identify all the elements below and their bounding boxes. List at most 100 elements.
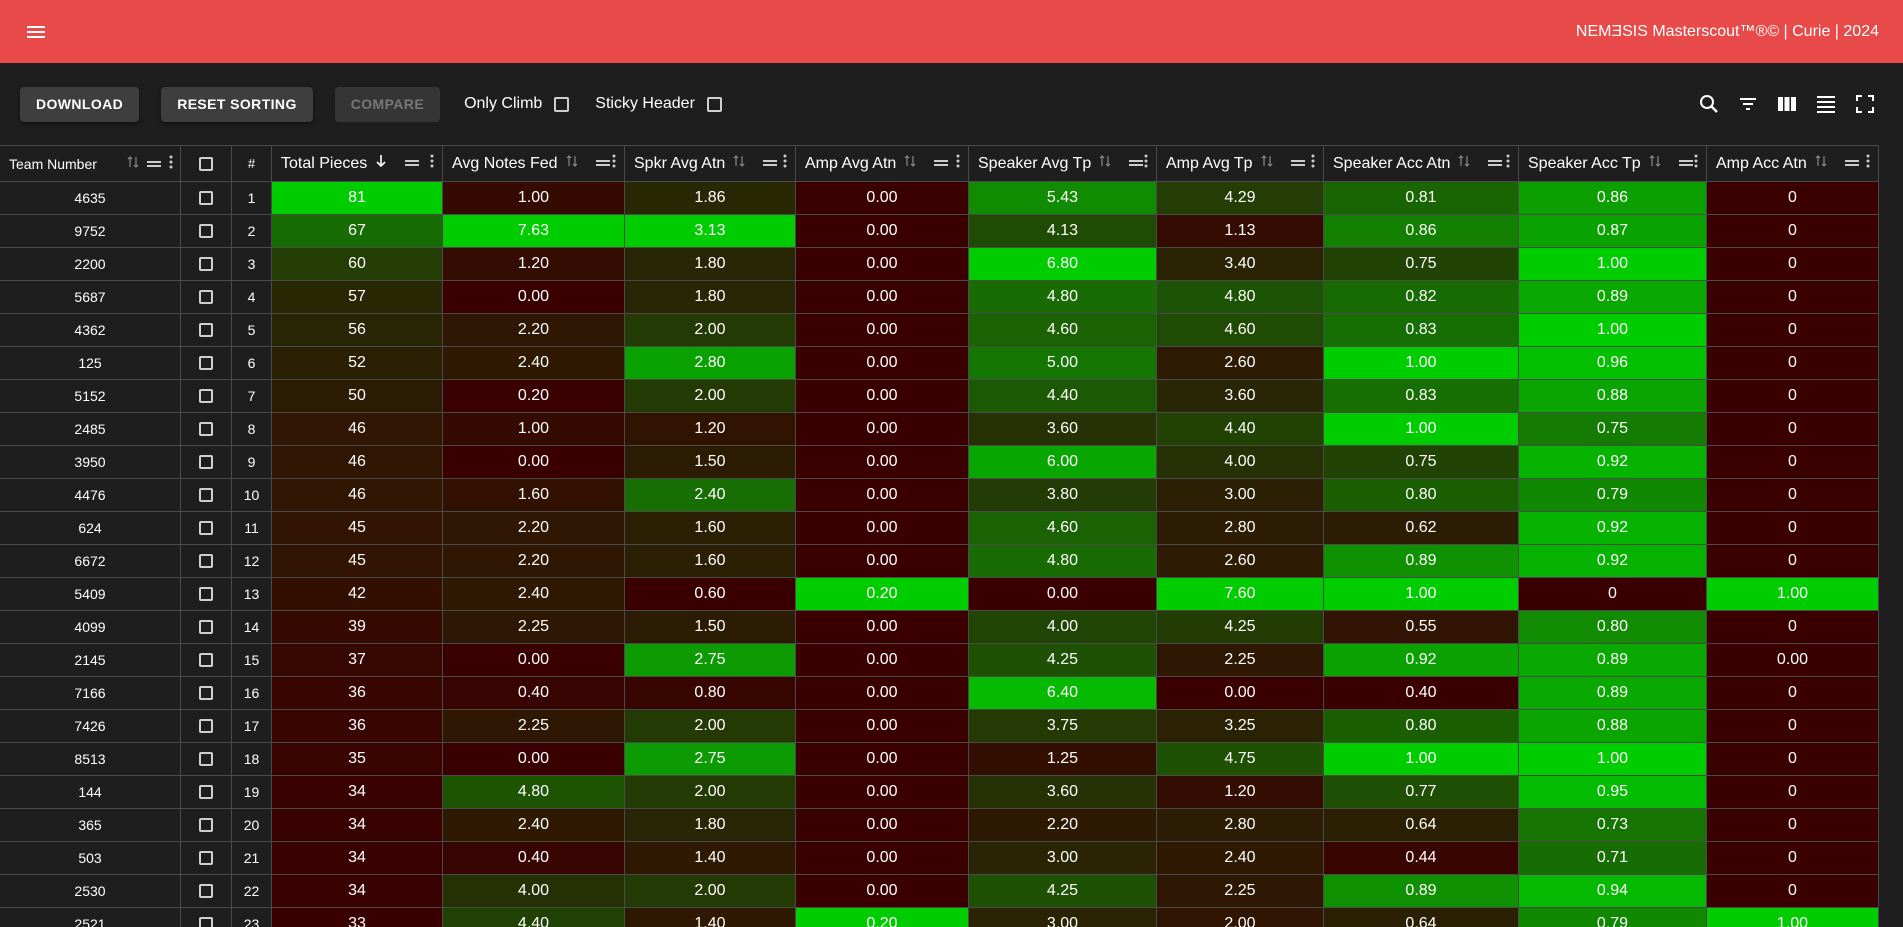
column-header-speaker-acc-atn[interactable]: Speaker Acc Atn [1324,145,1519,182]
sort-icon[interactable] [375,154,387,173]
column-header-total-pieces[interactable]: Total Pieces [272,145,443,182]
column-header-spkr-avg-atn[interactable]: Spkr Avg Atn [625,145,796,182]
column-menu-icon[interactable] [1694,154,1698,173]
column-menu-icon[interactable] [783,154,787,173]
table-row[interactable]: 2521 23 33 4.40 1.40 0.20 3.00 2.00 0.64 0.79 1.00 [0,908,1903,927]
row-checkbox[interactable] [199,818,213,832]
column-header-speaker-avg-tp[interactable]: Speaker Avg Tp [969,145,1157,182]
drag-handle-icon[interactable] [1290,155,1306,173]
table-row[interactable]: 125 6 52 2.40 2.80 0.00 5.00 2.60 1.00 0.96 0 [0,347,1903,380]
row-checkbox[interactable] [199,719,213,733]
row-select-cell[interactable] [181,248,232,281]
columns-icon[interactable] [1775,92,1799,116]
row-select-cell[interactable] [181,809,232,842]
table-row[interactable]: 8513 18 35 0.00 2.75 0.00 1.25 4.75 1.00 1.00 0 [0,743,1903,776]
row-select-cell[interactable] [181,215,232,248]
fullscreen-icon[interactable] [1853,92,1877,116]
table-row[interactable]: 2530 22 34 4.00 2.00 0.00 4.25 2.25 0.89 0.94 0 [0,875,1903,908]
row-select-cell[interactable] [181,314,232,347]
table-row[interactable]: 6672 12 45 2.20 1.60 0.00 4.80 2.60 0.89 0.92 0 [0,545,1903,578]
row-select-cell[interactable] [181,479,232,512]
column-menu-icon[interactable] [1866,154,1870,173]
sort-icon[interactable] [1649,154,1661,173]
row-checkbox[interactable] [199,488,213,502]
sticky-header-checkbox[interactable] [706,96,722,112]
drag-handle-icon[interactable] [1487,155,1503,173]
table-row[interactable]: 4362 5 56 2.20 2.00 0.00 4.60 4.60 0.83 1.00 0 [0,314,1903,347]
row-select-cell[interactable] [181,380,232,413]
row-select-cell[interactable] [181,446,232,479]
table-row[interactable]: 7166 16 36 0.40 0.80 0.00 6.40 0.00 0.40 0.89 0 [0,677,1903,710]
sort-icon[interactable] [733,154,745,173]
table-row[interactable]: 3950 9 46 0.00 1.50 0.00 6.00 4.00 0.75 0.92 0 [0,446,1903,479]
row-checkbox[interactable] [199,323,213,337]
row-checkbox[interactable] [199,257,213,271]
column-header-speaker-acc-tp[interactable]: Speaker Acc Tp [1519,145,1707,182]
row-checkbox[interactable] [199,521,213,535]
row-select-cell[interactable] [181,413,232,446]
compare-button[interactable]: COMPARE [334,86,441,122]
select-all-header[interactable] [181,145,232,182]
table-row[interactable]: 365 20 34 2.40 1.80 0.00 2.20 2.80 0.64 0.73 0 [0,809,1903,842]
row-checkbox[interactable] [199,917,213,927]
table-row[interactable]: 5409 13 42 2.40 0.60 0.20 0.00 7.60 1.00 0 1.00 [0,578,1903,611]
drag-handle-icon[interactable] [762,155,778,173]
column-menu-icon[interactable] [612,154,616,173]
row-select-cell[interactable] [181,776,232,809]
row-select-cell[interactable] [181,644,232,677]
drag-handle-icon[interactable] [1128,155,1144,173]
row-checkbox[interactable] [199,554,213,568]
row-checkbox[interactable] [199,884,213,898]
team-number-header[interactable]: Team Number [0,145,181,182]
table-row[interactable]: 9752 2 67 7.63 3.13 0.00 4.13 1.13 0.86 0.87 0 [0,215,1903,248]
row-select-cell[interactable] [181,182,232,215]
row-checkbox[interactable] [199,191,213,205]
column-menu-icon[interactable] [1311,154,1315,173]
filter-icon[interactable] [1736,92,1760,116]
sort-icon[interactable] [1099,154,1111,173]
table-row[interactable]: 4476 10 46 1.60 2.40 0.00 3.80 3.00 0.80 0.79 0 [0,479,1903,512]
row-select-cell[interactable] [181,677,232,710]
only-climb-checkbox[interactable] [554,96,570,112]
row-select-cell[interactable] [181,512,232,545]
table-row[interactable]: 2145 15 37 0.00 2.75 0.00 4.25 2.25 0.92 0.89 0.00 [0,644,1903,677]
table-row[interactable]: 144 19 34 4.80 2.00 0.00 3.60 1.20 0.77 0.95 0 [0,776,1903,809]
table-row[interactable]: 503 21 34 0.40 1.40 0.00 3.00 2.40 0.44 0.71 0 [0,842,1903,875]
sort-icon[interactable] [1458,154,1470,173]
row-checkbox[interactable] [199,653,213,667]
table-row[interactable]: 2200 3 60 1.20 1.80 0.00 6.80 3.40 0.75 1.00 0 [0,248,1903,281]
sort-icon[interactable] [1815,154,1827,173]
select-all-checkbox[interactable] [199,156,213,171]
row-select-cell[interactable] [181,875,232,908]
column-header-amp-avg-tp[interactable]: Amp Avg Tp [1157,145,1324,182]
table-row[interactable]: 4635 1 81 1.00 1.86 0.00 5.43 4.29 0.81 0.86 0 [0,182,1903,215]
sort-icon[interactable] [904,154,916,173]
density-icon[interactable] [1814,92,1838,116]
drag-handle-icon[interactable] [1844,155,1860,173]
sticky-header-toggle[interactable]: Sticky Header [595,95,722,113]
sort-icon[interactable] [1261,154,1273,173]
row-select-cell[interactable] [181,611,232,644]
drag-handle-icon[interactable] [1678,155,1694,173]
column-menu-icon[interactable] [1144,154,1148,173]
row-checkbox[interactable] [199,851,213,865]
row-checkbox[interactable] [199,455,213,469]
row-checkbox[interactable] [199,587,213,601]
sort-icon[interactable] [566,154,578,173]
row-select-cell[interactable] [181,743,232,776]
row-select-cell[interactable] [181,908,232,927]
row-checkbox[interactable] [199,785,213,799]
row-checkbox[interactable] [199,224,213,238]
row-select-cell[interactable] [181,347,232,380]
column-menu-icon[interactable] [169,155,173,172]
column-menu-icon[interactable] [430,154,434,173]
drag-handle-icon[interactable] [933,155,949,173]
sort-icon[interactable] [127,155,139,172]
row-checkbox[interactable] [199,356,213,370]
table-row[interactable]: 4099 14 39 2.25 1.50 0.00 4.00 4.25 0.55 0.80 0 [0,611,1903,644]
column-header-avg-notes-fed[interactable]: Avg Notes Fed [443,145,625,182]
only-climb-toggle[interactable]: Only Climb [464,95,570,113]
drag-handle-icon[interactable] [595,155,611,173]
drag-handle-icon[interactable] [404,155,420,173]
column-header-amp-acc-atn[interactable]: Amp Acc Atn [1707,145,1879,182]
